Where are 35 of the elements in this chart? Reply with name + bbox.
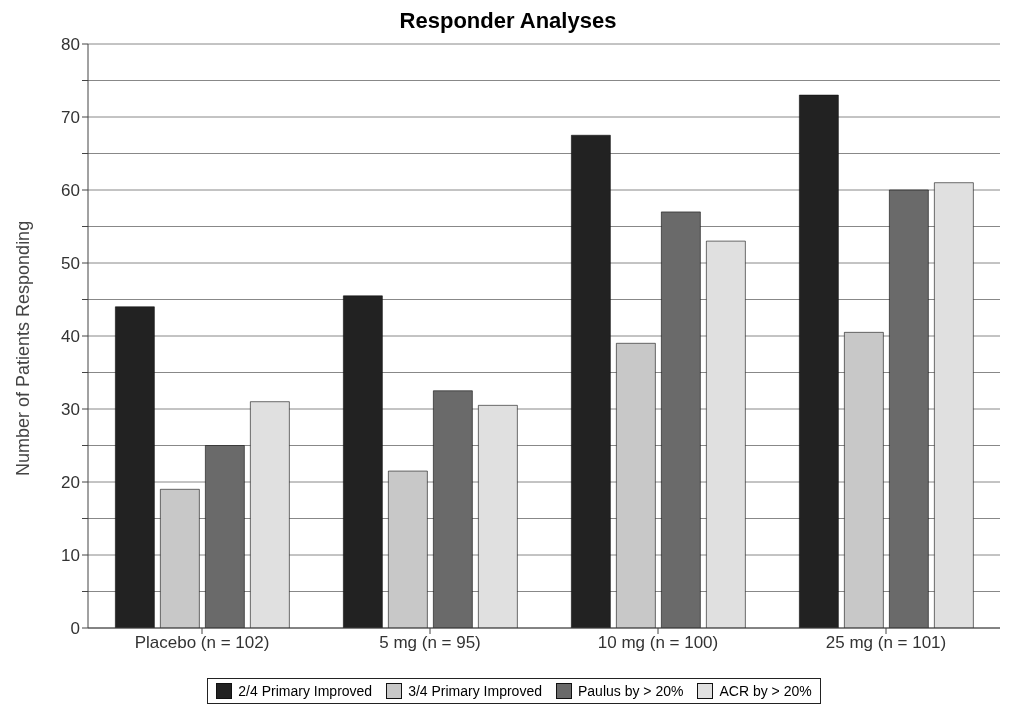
bar — [799, 94, 839, 628]
y-tick-label: 10 — [61, 546, 80, 566]
bar — [844, 332, 884, 628]
bar — [388, 470, 428, 628]
y-tick-label: 50 — [61, 254, 80, 274]
y-tick-label: 80 — [61, 35, 80, 55]
x-tick-label: 10 mg (n = 100) — [597, 633, 719, 653]
chart-title: Responder Analyses — [398, 8, 618, 34]
y-tick-label: 0 — [70, 619, 80, 639]
bar — [478, 405, 518, 628]
bar — [433, 390, 473, 628]
y-tick-label: 60 — [61, 181, 80, 201]
bar — [205, 445, 245, 628]
legend-label: Paulus by > 20% — [577, 683, 684, 699]
legend-label: ACR by > 20% — [718, 683, 812, 699]
y-tick-label: 30 — [61, 400, 80, 420]
bar — [706, 240, 746, 628]
bar — [616, 343, 656, 628]
y-axis-title: Number of Patients Responding — [13, 220, 34, 476]
bar — [115, 306, 155, 628]
legend-label: 3/4 Primary Improved — [407, 683, 542, 699]
bar — [250, 401, 290, 628]
y-tick-label: 20 — [61, 473, 80, 493]
y-tick-label: 70 — [61, 108, 80, 128]
bar — [343, 295, 383, 628]
x-tick-label: Placebo (n = 102) — [134, 633, 270, 653]
legend-label: 2/4 Primary Improved — [237, 683, 373, 699]
bar — [934, 182, 974, 628]
bar — [661, 211, 701, 628]
x-tick-label: 25 mg (n = 101) — [825, 633, 947, 653]
y-tick-label: 40 — [61, 327, 80, 347]
bar — [160, 489, 200, 628]
bar — [889, 189, 929, 628]
bar — [571, 134, 611, 628]
x-tick-label: 5 mg (n = 95) — [379, 633, 481, 653]
